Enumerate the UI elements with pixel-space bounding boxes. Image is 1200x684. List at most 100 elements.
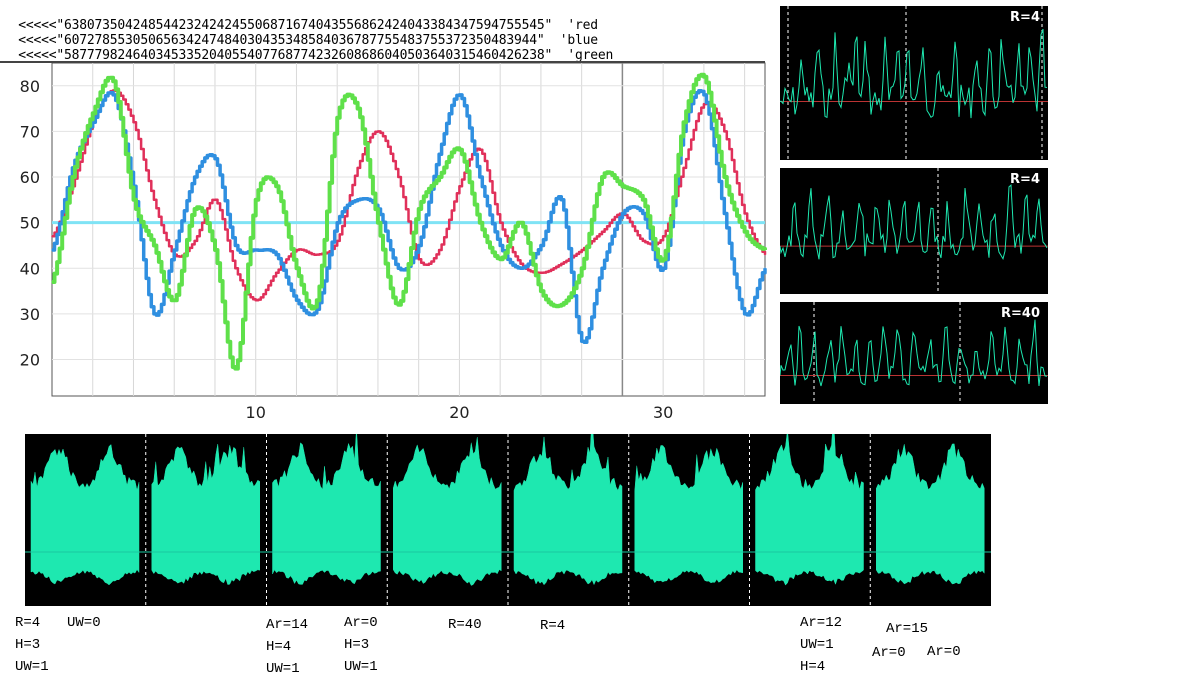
- data-point: [254, 299, 257, 302]
- annotation: Ar=12: [800, 615, 843, 631]
- sequence-digits: 5877798246403453352040554077687742326086…: [64, 48, 545, 63]
- sequence-color-name: blue: [567, 33, 598, 48]
- data-point: [662, 267, 664, 270]
- data-point: [499, 258, 501, 260]
- data-point: [112, 80, 114, 83]
- waveform-trace: [779, 168, 1048, 294]
- data-point: [499, 244, 501, 247]
- data-point: [743, 313, 746, 315]
- data-point: [641, 199, 644, 201]
- data-point: [723, 176, 726, 178]
- sequence-line-green: <<<<<"5877798246403453352040554077687742…: [18, 48, 614, 63]
- y-tick-label: 70: [20, 122, 40, 141]
- data-point: [703, 75, 705, 78]
- panel-label: R=4: [1010, 172, 1040, 187]
- panel-label: R=40: [1001, 306, 1040, 321]
- data-point: [417, 244, 420, 247]
- data-point: [214, 157, 216, 160]
- line-chart: 20 30 40 50 60 70 80 10 20 30: [0, 61, 767, 422]
- sequence-prefix: <<<<<: [18, 48, 57, 63]
- waveform-line: [779, 28, 1048, 119]
- data-point: [254, 249, 257, 251]
- data-point: [275, 185, 277, 187]
- data-point: [682, 121, 685, 124]
- data-point: [71, 176, 74, 178]
- data-point: [275, 253, 277, 256]
- plot-area: [51, 62, 766, 397]
- data-point: [295, 267, 298, 270]
- y-tick-label: 50: [20, 214, 40, 233]
- y-tick-label: 20: [20, 351, 40, 370]
- annotation: UW=1: [266, 661, 300, 677]
- data-point: [336, 240, 339, 242]
- data-point: [519, 262, 522, 265]
- data-point: [417, 258, 420, 260]
- data-point: [743, 230, 746, 233]
- data-point: [254, 199, 257, 201]
- data-point: [173, 249, 176, 251]
- y-tick-label: 60: [20, 168, 40, 187]
- data-point: [703, 103, 705, 105]
- waveform-panel: R=4: [779, 168, 1048, 294]
- annotation: H=4: [266, 639, 292, 655]
- audio-waveform: [25, 416, 991, 606]
- data-point: [438, 249, 440, 251]
- data-point: [519, 267, 522, 270]
- data-point: [764, 267, 766, 270]
- data-point: [193, 176, 196, 178]
- data-point: [601, 176, 603, 178]
- data-point: [519, 221, 522, 224]
- data-point: [356, 199, 359, 201]
- sequence-color-name: red: [575, 18, 598, 33]
- data-point: [438, 153, 440, 156]
- data-point: [397, 176, 400, 178]
- data-point: [356, 167, 359, 169]
- data-point: [71, 167, 74, 169]
- data-point: [356, 107, 359, 110]
- data-point: [560, 262, 563, 265]
- data-point: [51, 235, 53, 238]
- annotation: UW=1: [800, 637, 834, 653]
- data-point: [662, 235, 664, 238]
- y-tick-label: 80: [20, 77, 40, 96]
- y-tick-label: 40: [20, 259, 40, 278]
- series-line-blue: [52, 89, 767, 345]
- sequence-prefix: <<<<<: [18, 33, 57, 48]
- annotation: UW=1: [344, 659, 378, 675]
- data-point: [621, 185, 624, 187]
- data-point: [662, 258, 664, 260]
- sequence-line-red: <<<<<"6380735042485442324242455068716740…: [18, 18, 598, 33]
- data-point: [336, 116, 339, 119]
- data-point: [682, 167, 685, 169]
- data-point: [458, 185, 461, 187]
- sequence-color-name: green: [575, 48, 614, 63]
- data-point: [234, 267, 237, 270]
- data-point: [499, 221, 501, 224]
- panel-label: R=4: [1010, 10, 1040, 25]
- data-point: [234, 244, 237, 247]
- data-point: [397, 267, 400, 270]
- waveform-segment: [393, 437, 502, 586]
- data-point: [479, 221, 481, 224]
- y-tick-label: 30: [20, 305, 40, 324]
- data-point: [397, 303, 400, 306]
- annotation: H=4: [800, 659, 826, 675]
- waveform-segment: [513, 417, 623, 586]
- data-point: [153, 199, 155, 201]
- data-point: [641, 240, 644, 242]
- annotation: R=4: [540, 618, 566, 634]
- data-point: [214, 249, 216, 251]
- data-point: [377, 221, 379, 224]
- data-point: [214, 199, 216, 201]
- data-point: [295, 299, 298, 302]
- data-point: [621, 212, 624, 215]
- data-point: [479, 148, 481, 151]
- data-point: [316, 299, 318, 302]
- audio-waveform-panel: [25, 416, 991, 606]
- data-point: [580, 267, 583, 270]
- annotation: Ar=14: [266, 617, 309, 633]
- data-point: [51, 249, 53, 251]
- data-point: [316, 253, 318, 256]
- data-point: [91, 121, 94, 124]
- waveform-segment: [876, 443, 985, 585]
